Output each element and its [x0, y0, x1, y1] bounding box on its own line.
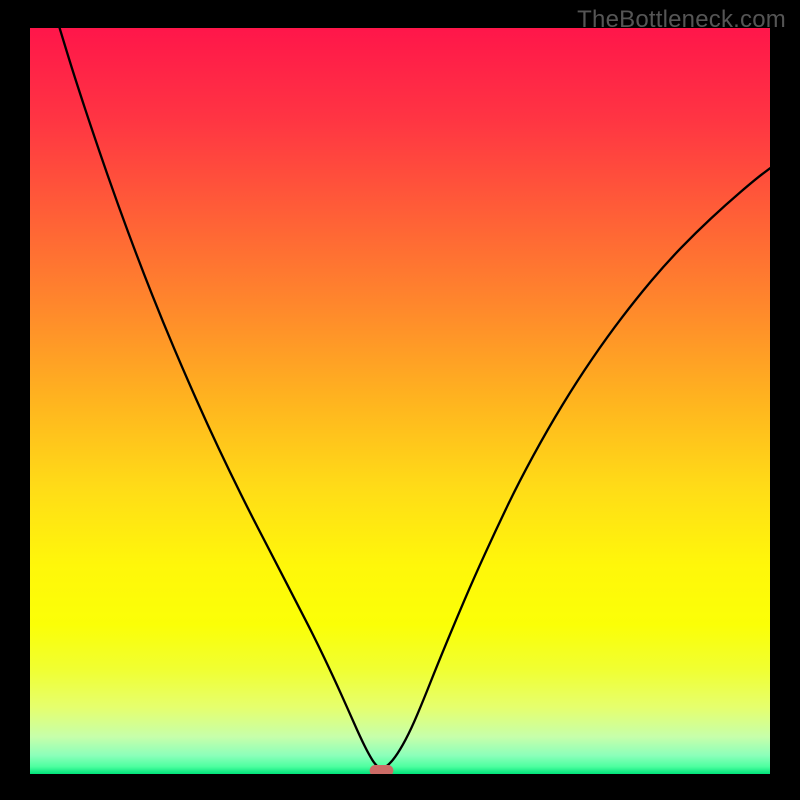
chart-frame: TheBottleneck.com: [0, 0, 800, 800]
gradient-background: [30, 28, 770, 774]
bottleneck-chart: [0, 0, 800, 800]
watermark-text: TheBottleneck.com: [577, 6, 786, 34]
